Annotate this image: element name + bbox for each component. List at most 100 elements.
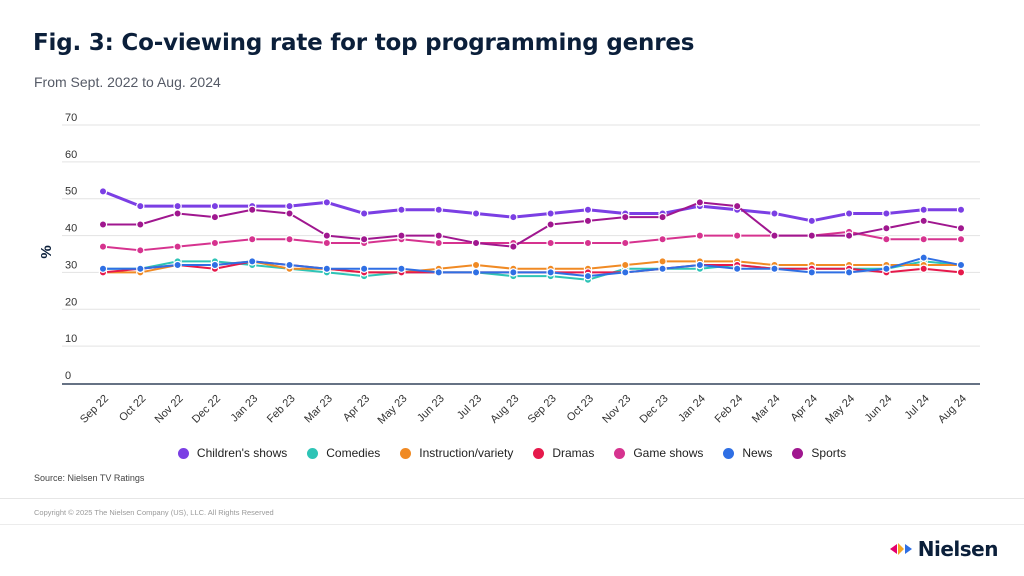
data-point-game-shows: [322, 238, 332, 248]
data-point-game-shows: [919, 235, 928, 244]
legend-item: Game shows: [614, 446, 703, 460]
x-tick-label: May 24: [823, 393, 857, 427]
brand-name: Nielsen: [917, 537, 999, 561]
divider: [0, 498, 1024, 499]
x-tick-label: Apr 23: [341, 393, 372, 424]
data-point-game-shows: [732, 231, 742, 240]
data-point-news: [621, 268, 630, 277]
x-tick-label: Mar 24: [750, 393, 783, 426]
copyright-note: Copyright © 2025 The Nielsen Company (US…: [34, 508, 274, 517]
x-tick-label: May 23: [376, 393, 410, 427]
legend-item: Instruction/variety: [400, 446, 513, 460]
data-point-news: [285, 260, 294, 270]
data-point-game-shows: [621, 238, 630, 248]
legend-item: Sports: [792, 446, 846, 460]
data-point-sports: [621, 212, 630, 222]
y-tick-label: 40: [65, 223, 77, 235]
data-point-news: [248, 257, 257, 266]
data-point-children-s-shows: [509, 212, 518, 222]
legend-swatch: [177, 447, 189, 459]
legend-item: Children's shows: [177, 446, 287, 460]
x-tick-label: Jun 24: [863, 393, 895, 425]
data-point-instruction-variety: [658, 257, 667, 266]
chart-legend: Children's shows Comedies Instruction/vari…: [0, 446, 1024, 460]
data-point-game-shows: [882, 235, 891, 244]
data-point-children-s-shows: [397, 205, 406, 214]
x-tick-label: Jan 24: [676, 393, 708, 425]
data-point-children-s-shows: [471, 209, 481, 218]
data-point-children-s-shows: [210, 201, 220, 211]
data-point-children-s-shows: [285, 201, 294, 211]
data-point-news: [583, 271, 593, 281]
data-point-sports: [98, 220, 108, 229]
data-point-news: [807, 268, 816, 277]
x-tick-label: Feb 23: [265, 393, 298, 426]
data-point-sports: [770, 231, 779, 240]
data-point-children-s-shows: [98, 187, 108, 196]
data-point-news: [98, 264, 108, 273]
data-point-news: [173, 260, 182, 270]
data-point-news: [844, 268, 854, 277]
x-tick-label: Feb 24: [713, 393, 746, 426]
x-tick-label: Nov 23: [600, 393, 633, 426]
x-tick-label: Jun 23: [415, 393, 447, 425]
data-point-game-shows: [248, 235, 257, 244]
x-tick-label: Nov 22: [153, 393, 186, 426]
series-line-news: [103, 256, 962, 278]
legend-label: Sports: [811, 446, 847, 460]
data-point-sports: [732, 201, 742, 211]
data-point-sports: [919, 216, 928, 226]
data-point-sports: [956, 223, 966, 233]
data-point-game-shows: [210, 238, 220, 248]
data-point-sports: [658, 212, 667, 222]
data-point-instruction-variety: [471, 260, 481, 270]
legend-swatch: [723, 447, 735, 459]
data-point-game-shows: [434, 238, 443, 248]
data-point-children-s-shows: [882, 209, 891, 218]
data-point-children-s-shows: [583, 205, 593, 214]
data-point-sports: [397, 231, 406, 240]
data-point-news: [732, 264, 742, 273]
data-point-sports: [173, 209, 182, 218]
data-point-children-s-shows: [359, 209, 369, 218]
data-point-news: [359, 264, 369, 273]
y-tick-label: 50: [65, 186, 77, 198]
data-point-children-s-shows: [136, 201, 145, 211]
data-point-news: [471, 268, 481, 277]
data-point-game-shows: [695, 231, 705, 240]
x-tick-label: Jan 23: [228, 393, 260, 425]
data-point-dramas: [919, 264, 928, 273]
data-point-sports: [807, 231, 816, 240]
data-point-game-shows: [546, 238, 555, 248]
chart-subtitle: From Sept. 2022 to Aug. 2024: [34, 74, 221, 90]
data-point-sports: [322, 231, 332, 240]
source-note: Source: Nielsen TV Ratings: [34, 473, 145, 483]
data-point-sports: [359, 235, 369, 244]
legend-swatch: [533, 447, 545, 459]
data-point-children-s-shows: [844, 209, 854, 218]
legend-item: Comedies: [307, 446, 380, 460]
data-point-game-shows: [285, 235, 294, 244]
legend-label: Instruction/variety: [419, 446, 514, 460]
data-point-children-s-shows: [322, 198, 332, 207]
data-point-sports: [583, 216, 593, 226]
data-point-news: [136, 264, 145, 273]
data-point-sports: [546, 220, 555, 229]
x-tick-label: Oct 22: [117, 393, 148, 424]
y-axis-label: %: [38, 245, 55, 258]
x-tick-label: Aug 24: [936, 393, 969, 426]
data-point-news: [919, 253, 928, 262]
data-point-sports: [285, 209, 294, 218]
x-tick-label: Apr 24: [788, 393, 819, 424]
data-point-sports: [882, 223, 891, 233]
y-tick-label: 0: [65, 370, 71, 382]
data-point-children-s-shows: [434, 205, 443, 214]
legend-label: Comedies: [326, 446, 381, 460]
data-point-instruction-variety: [621, 260, 630, 270]
data-point-game-shows: [956, 235, 966, 244]
x-tick-label: Dec 22: [190, 393, 223, 426]
x-tick-label: Dec 23: [638, 393, 671, 426]
x-tick-label: Sep 22: [78, 393, 111, 426]
data-point-news: [434, 268, 443, 277]
y-tick-label: 70: [65, 112, 77, 124]
